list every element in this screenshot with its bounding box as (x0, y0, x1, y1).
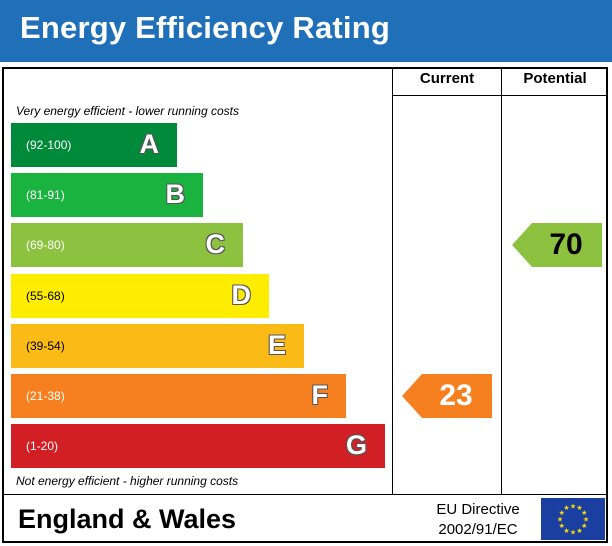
flag-star: ★ (581, 522, 587, 530)
band-c-letter: C (205, 229, 226, 259)
flag-star: ★ (570, 529, 576, 537)
band-f: (21-38) F (11, 374, 346, 418)
flag-star: ★ (563, 504, 569, 512)
band-b-range: (81-91) (26, 188, 65, 202)
band-b: (81-91) B (11, 173, 203, 217)
flag-star: ★ (576, 527, 582, 535)
band-a-letter: A (139, 129, 160, 159)
note-inefficient: Not energy efficient - higher running co… (16, 474, 239, 488)
band-b-letter: B (165, 179, 186, 209)
note-efficient: Very energy efficient - lower running co… (16, 104, 239, 118)
rating-value: 70 (549, 228, 583, 261)
divider-footer (2, 494, 608, 495)
eu-flag-icon: ★ ★★★★★★★★★★★ (541, 498, 605, 540)
header-bar: Energy Efficiency Rating (0, 0, 612, 62)
band-a-range: (92-100) (26, 138, 72, 152)
flag-star: ★ (570, 503, 576, 511)
divider-current (392, 67, 393, 495)
band-f-range: (21-38) (26, 389, 65, 403)
band-g-range: (1-20) (26, 439, 59, 453)
band-c-range: (69-80) (26, 238, 65, 252)
band-d: (55-68) D (11, 274, 269, 318)
divider-header (392, 95, 608, 96)
flag-star: ★ (557, 516, 563, 524)
page-title: Energy Efficiency Rating (20, 10, 391, 45)
divider-potential (501, 67, 502, 495)
directive-line-2: 2002/91/EC (438, 521, 518, 538)
band-e-range: (39-54) (26, 339, 65, 353)
band-d-range: (55-68) (26, 289, 65, 303)
band-c: (69-80) C (11, 223, 243, 267)
flag-star: ★ (559, 509, 565, 517)
flag-star: ★ (583, 516, 589, 524)
rating-arrow-shape (512, 223, 602, 267)
directive-line-1: EU Directive (436, 501, 520, 518)
current-rating-marker: 23 (402, 374, 492, 418)
rating-value: 23 (439, 379, 473, 412)
band-g: (1-20) G (11, 424, 385, 468)
column-current-label: Current (419, 70, 475, 87)
band-f-letter: F (311, 380, 329, 410)
flag-star: ★ (576, 504, 582, 512)
potential-rating-marker: 70 (512, 223, 602, 267)
column-potential-label: Potential (523, 70, 587, 87)
rating-arrow-shape (402, 374, 492, 418)
rating-frame (2, 67, 608, 543)
flag-star: ★ (563, 527, 569, 535)
flag-star: ★ (581, 509, 587, 517)
region-label: England & Wales (18, 504, 237, 534)
band-e: (39-54) E (11, 324, 304, 368)
flag-star: ★ (559, 522, 565, 530)
band-d-letter: D (231, 280, 252, 310)
band-g-letter: G (345, 430, 367, 460)
band-e-letter: E (267, 330, 286, 360)
band-a: (92-100) A (11, 123, 177, 167)
